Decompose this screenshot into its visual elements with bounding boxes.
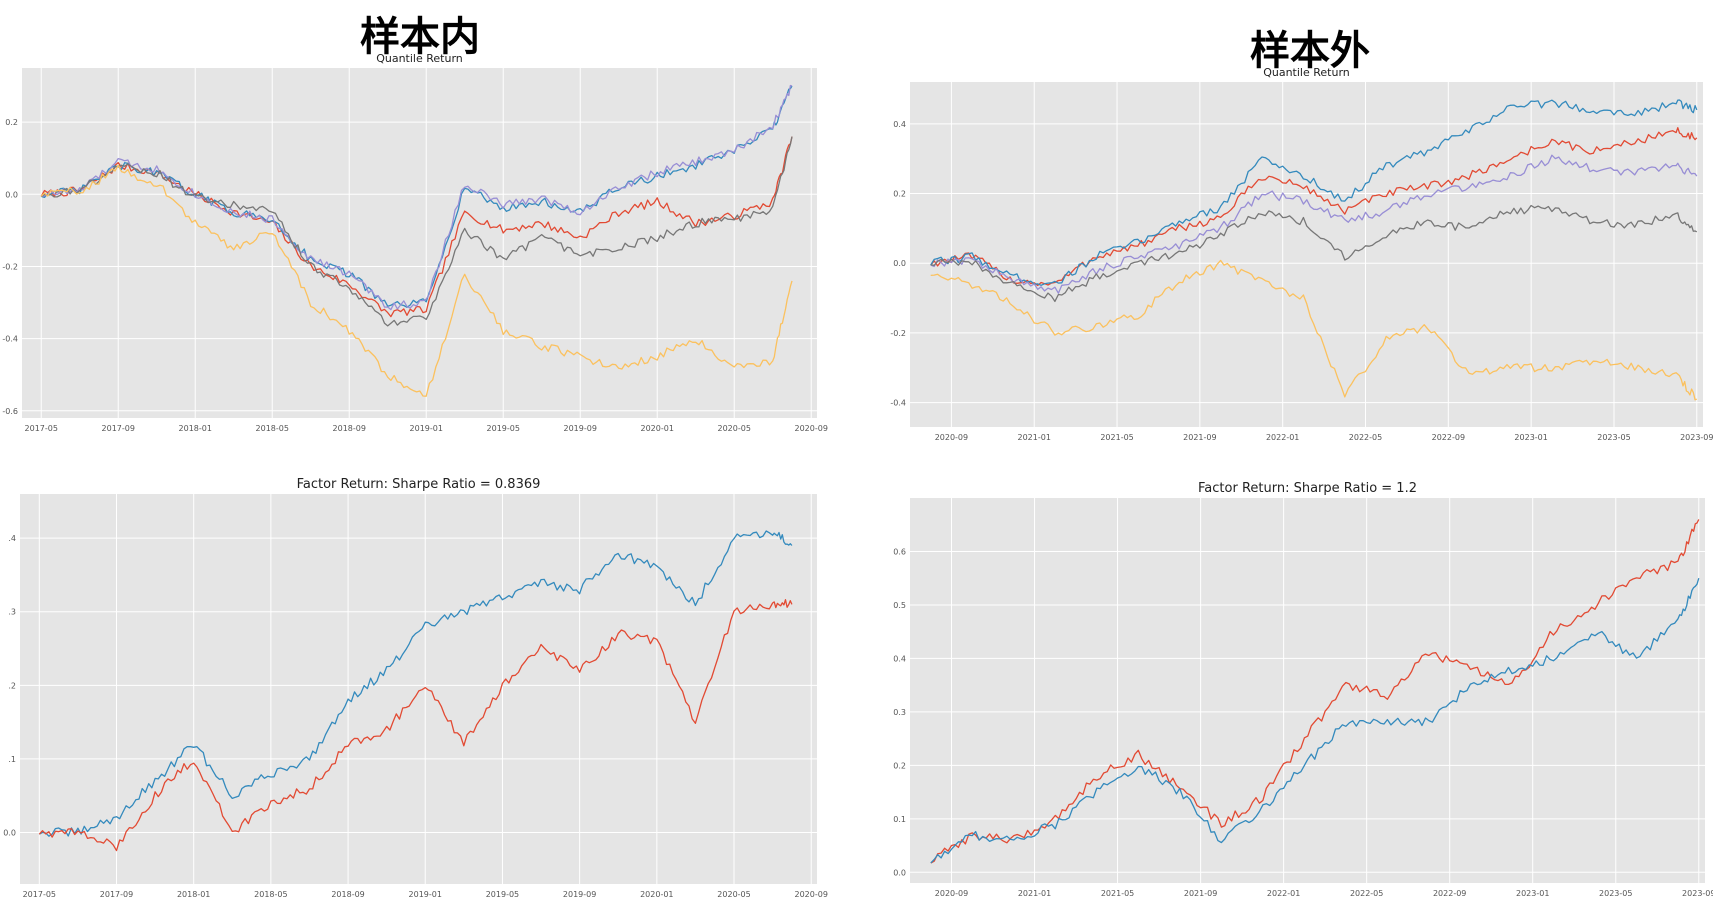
chart-title: Factor Return: Sharpe Ratio = 0.8369 — [297, 477, 541, 492]
x-tick-label: 2019-01 — [409, 890, 442, 899]
out-sample-heading: 样本外 — [1250, 28, 1370, 74]
x-tick-label: 2018-05 — [254, 890, 287, 899]
x-tick-label: 2020-05 — [717, 890, 750, 899]
series-line — [930, 519, 1700, 864]
series-line — [930, 578, 1700, 864]
x-tick-label: 2022-09 — [1433, 889, 1466, 898]
series-line — [38, 530, 793, 837]
x-tick-label: 2023-05 — [1599, 889, 1632, 898]
x-tick-label: 2017-09 — [102, 424, 135, 433]
plot-area — [910, 498, 1705, 883]
series-line — [930, 99, 1698, 286]
x-tick-label: 2018-09 — [331, 890, 364, 899]
x-tick-label: 2022-09 — [1432, 433, 1465, 442]
out-quantile-chart: Quantile Return 0.4 0.2 0.0 -0.2 -0.4 2020-09 2… — [890, 66, 1713, 442]
out-factor-chart: Factor Return: Sharpe Ratio = 1.2 0.6 0.5 0… — [893, 481, 1713, 898]
series-line — [40, 136, 793, 318]
x-tick-label: 2017-05 — [23, 890, 56, 899]
y-tick-label: 0.6 — [893, 547, 906, 556]
y-tick-label: -0.6 — [2, 407, 18, 416]
chart-title: Quantile Return — [376, 52, 463, 65]
y-tick-label: 0.1 — [893, 815, 906, 824]
x-tick-label: 2020-09 — [935, 889, 968, 898]
x-tick-label: 2017-09 — [100, 890, 133, 899]
chart-title: Quantile Return — [1263, 66, 1350, 79]
y-tick-label: 0.2 — [893, 761, 906, 770]
x-tick-label: 2022-05 — [1349, 433, 1382, 442]
plot-area — [22, 68, 817, 418]
y-tick-label: 0.0 — [893, 868, 906, 877]
x-tick-label: 2017-05 — [25, 424, 58, 433]
x-tick-label: 2023-09 — [1680, 433, 1713, 442]
x-tick-label: 2023-01 — [1514, 433, 1547, 442]
plot-area — [20, 494, 817, 884]
series-line — [40, 164, 793, 397]
x-tick-label: 2020-01 — [640, 890, 673, 899]
x-tick-label: 2023-01 — [1516, 889, 1549, 898]
series-line — [930, 127, 1698, 287]
y-tick-label: 0.3 — [893, 708, 906, 717]
x-tick-label: 2020-05 — [718, 424, 751, 433]
x-tick-label: 2019-05 — [487, 424, 520, 433]
x-tick-label: 2022-01 — [1267, 889, 1300, 898]
y-tick-label: -0.4 — [2, 335, 18, 344]
x-tick-label: 2023-09 — [1682, 889, 1713, 898]
x-tick-label: 2018-05 — [256, 424, 289, 433]
in-factor-panel: Factor Return: Sharpe Ratio = 0.8369 .4 .3… — [0, 472, 830, 910]
x-tick-label: 2022-05 — [1350, 889, 1383, 898]
y-tick-label: 0.2 — [5, 118, 18, 127]
y-tick-label: 0.4 — [893, 654, 906, 663]
in-quantile-chart: Quantile Return 0.2 0.0 -0.2 -0.4 -0.6 2017-05… — [2, 52, 828, 433]
x-tick-label: 2019-09 — [564, 424, 597, 433]
series-line — [41, 85, 793, 308]
series-line — [930, 154, 1698, 294]
y-tick-label: .2 — [8, 681, 16, 690]
y-tick-label: -0.2 — [890, 329, 906, 338]
x-tick-label: 2021-01 — [1018, 433, 1051, 442]
y-tick-label: .1 — [8, 755, 16, 764]
x-tick-label: 2019-05 — [486, 890, 519, 899]
x-tick-label: 2021-01 — [1018, 889, 1051, 898]
in-quantile-panel: Quantile Return 0.2 0.0 -0.2 -0.4 -0.6 2017-05… — [0, 48, 830, 443]
x-tick-label: 2021-05 — [1100, 433, 1133, 442]
y-tick-label: -0.2 — [2, 262, 18, 271]
x-tick-label: 2018-01 — [177, 890, 210, 899]
plot-area — [910, 82, 1703, 427]
y-tick-label: .4 — [8, 534, 16, 543]
x-tick-label: 2020-09 — [794, 890, 827, 899]
x-tick-label: 2020-09 — [795, 424, 828, 433]
series-line — [930, 204, 1698, 303]
x-tick-label: 2019-09 — [563, 890, 596, 899]
x-tick-label: 2018-01 — [179, 424, 212, 433]
x-tick-label: 2020-01 — [641, 424, 674, 433]
y-tick-label: 0.0 — [5, 190, 18, 199]
chart-title: Factor Return: Sharpe Ratio = 1.2 — [1198, 481, 1417, 496]
x-tick-label: 2021-09 — [1183, 433, 1216, 442]
y-tick-label: 0.2 — [893, 190, 906, 199]
x-tick-label: 2020-09 — [935, 433, 968, 442]
series-line — [38, 599, 793, 852]
x-tick-label: 2021-09 — [1184, 889, 1217, 898]
y-tick-label: 0.0 — [3, 828, 16, 837]
x-tick-label: 2021-05 — [1101, 889, 1134, 898]
out-factor-panel: Factor Return: Sharpe Ratio = 1.2 0.6 0.5 0… — [870, 476, 1713, 910]
x-tick-label: 2022-01 — [1266, 433, 1299, 442]
y-tick-label: 0.0 — [893, 259, 906, 268]
series-line — [40, 136, 793, 327]
in-sample-heading: 样本内 — [360, 14, 480, 60]
y-tick-label: -0.4 — [890, 399, 906, 408]
y-tick-label: 0.4 — [893, 120, 906, 129]
series-line — [930, 259, 1698, 401]
x-tick-label: 2023-05 — [1597, 433, 1630, 442]
in-factor-chart: Factor Return: Sharpe Ratio = 0.8369 .4 .3… — [3, 477, 828, 899]
y-tick-label: .3 — [8, 608, 16, 617]
x-tick-label: 2019-01 — [410, 424, 443, 433]
x-tick-label: 2018-09 — [333, 424, 366, 433]
out-quantile-panel: Quantile Return 0.4 0.2 0.0 -0.2 -0.4 2020-09 2… — [870, 62, 1713, 457]
y-tick-label: 0.5 — [893, 601, 906, 610]
